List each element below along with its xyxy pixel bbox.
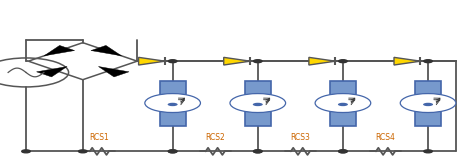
Text: RCS2: RCS2 (205, 133, 225, 142)
Circle shape (254, 60, 262, 63)
Circle shape (315, 94, 371, 113)
Polygon shape (139, 57, 165, 65)
Polygon shape (309, 57, 335, 65)
Circle shape (338, 103, 348, 106)
Circle shape (253, 103, 263, 106)
Polygon shape (394, 57, 420, 65)
Circle shape (254, 150, 262, 153)
Circle shape (424, 150, 432, 153)
Circle shape (230, 94, 286, 113)
Text: RCS1: RCS1 (89, 133, 109, 142)
Circle shape (339, 150, 347, 153)
Polygon shape (91, 45, 122, 56)
Circle shape (400, 94, 456, 113)
Circle shape (339, 60, 347, 63)
Polygon shape (36, 66, 67, 77)
Circle shape (22, 150, 30, 153)
Circle shape (145, 94, 201, 113)
Circle shape (254, 150, 262, 153)
Polygon shape (44, 45, 75, 56)
Circle shape (424, 60, 432, 63)
Polygon shape (98, 66, 129, 77)
Circle shape (168, 60, 177, 63)
Bar (415, 80, 441, 126)
Bar (159, 80, 185, 126)
Polygon shape (224, 57, 250, 65)
Text: RCS3: RCS3 (290, 133, 310, 142)
Text: RCS4: RCS4 (376, 133, 395, 142)
Circle shape (168, 150, 177, 153)
Circle shape (339, 150, 347, 153)
Circle shape (168, 150, 177, 153)
Circle shape (79, 150, 87, 153)
Bar (330, 80, 356, 126)
Circle shape (167, 103, 178, 106)
Circle shape (423, 103, 433, 106)
Bar (245, 80, 271, 126)
